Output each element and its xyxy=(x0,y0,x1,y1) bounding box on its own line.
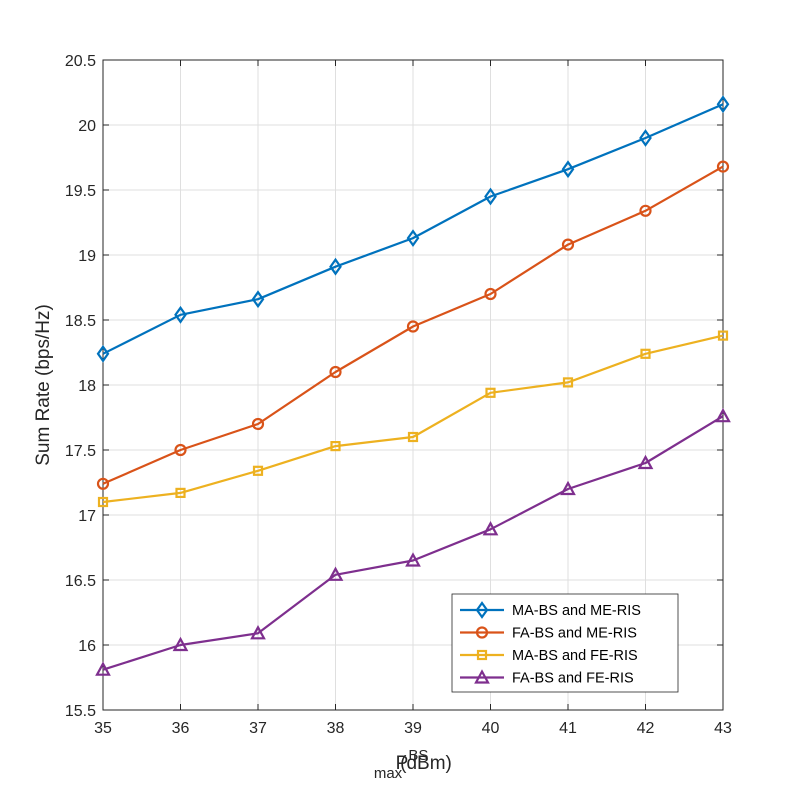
data-point-circle xyxy=(174,443,187,457)
x-axis-label-main: P xyxy=(396,753,409,774)
x-axis-label: PBS max(dBm) xyxy=(374,747,452,782)
data-point-diamond xyxy=(251,290,265,309)
data-point-circle xyxy=(484,287,497,301)
legend-label: FA-BS and FE-RIS xyxy=(512,671,634,687)
series-ma-bs-and-fe-ris xyxy=(97,330,729,508)
y-axis-label: Sum Rate (bps/Hz) xyxy=(33,304,54,466)
x-tick-label: 40 xyxy=(482,720,500,737)
data-point-triangle xyxy=(172,636,189,652)
x-tick-label: 36 xyxy=(172,720,190,737)
x-tick-label: 35 xyxy=(94,720,112,737)
data-point-square xyxy=(640,348,651,359)
legend-entry: MA-BS and ME-RIS xyxy=(460,601,641,619)
legend-marker-triangle xyxy=(474,669,490,684)
data-point-circle xyxy=(406,320,420,333)
x-tick-label: 42 xyxy=(637,720,655,737)
y-tick-label: 18.5 xyxy=(65,313,96,330)
x-tick-label: 38 xyxy=(327,720,345,737)
legend: MA-BS and ME-RIS FA-BS and ME-RIS MA-BS an… xyxy=(451,593,679,693)
data-point-diamond xyxy=(484,187,497,206)
data-point-circle xyxy=(96,477,110,490)
legend-entry: MA-BS and FE-RIS xyxy=(460,648,638,664)
data-point-square xyxy=(407,431,419,443)
data-point-triangle xyxy=(715,407,731,423)
x-tick-label: 37 xyxy=(249,720,267,737)
series-fa-bs-and-fe-ris xyxy=(95,407,731,676)
series-line xyxy=(102,165,724,485)
x-axis-label-subscript: max xyxy=(374,765,403,782)
y-tick-label: 16 xyxy=(78,638,96,655)
data-point-triangle xyxy=(405,552,421,567)
x-axis-label-unit: (dBm) xyxy=(400,753,452,774)
data-point-diamond xyxy=(716,95,730,114)
data-point-triangle xyxy=(560,480,576,496)
data-point-triangle xyxy=(95,661,111,676)
legend-marker-square xyxy=(476,649,488,661)
y-tick-label: 19.5 xyxy=(65,183,96,200)
x-tick-label: 39 xyxy=(404,720,422,737)
data-point-circle xyxy=(251,417,265,431)
data-point-square xyxy=(485,387,496,398)
y-tick-label: 16.5 xyxy=(65,573,96,590)
data-point-circle xyxy=(716,160,730,173)
legend-label: MA-BS and ME-RIS xyxy=(512,603,641,619)
series-line xyxy=(102,415,724,671)
data-point-square xyxy=(252,465,264,476)
x-tick-labels: 35 36 37 38 39 40 41 42 43 xyxy=(94,720,732,737)
data-point-circle xyxy=(561,238,575,251)
data-point-square xyxy=(175,487,186,498)
data-point-diamond xyxy=(561,160,575,179)
series-ma-bs-and-me-ris xyxy=(96,95,730,363)
data-point-diamond xyxy=(329,257,342,276)
data-point-circle xyxy=(329,365,342,379)
y-tick-label: 17.5 xyxy=(65,443,96,460)
y-tick-label: 15.5 xyxy=(65,703,96,720)
data-point-square xyxy=(717,330,729,341)
y-tick-label: 20.5 xyxy=(65,53,96,70)
series-fa-bs-and-me-ris xyxy=(96,160,730,490)
y-tick-label: 20 xyxy=(78,118,96,135)
data-point-diamond xyxy=(174,305,187,324)
y-tick-label: 17 xyxy=(78,508,96,525)
x-axis-label-superscript: BS xyxy=(408,747,428,764)
y-tick-label: 19 xyxy=(78,248,96,265)
y-tick-labels: 15.5 16 16.5 17 17.5 18 18.5 19 19.5 20 20.5 xyxy=(65,53,96,720)
data-point-square xyxy=(562,377,574,388)
legend-entry: FA-BS and ME-RIS xyxy=(460,626,637,642)
legend-entry: FA-BS and FE-RIS xyxy=(460,669,634,687)
data-point-square xyxy=(330,441,341,452)
series-line xyxy=(102,103,724,355)
data-point-square xyxy=(97,496,109,508)
data-point-triangle xyxy=(482,521,499,536)
legend-label: MA-BS and FE-RIS xyxy=(512,648,638,664)
legend-marker-diamond xyxy=(475,601,489,619)
data-point-diamond xyxy=(406,229,420,247)
data-point-circle xyxy=(639,204,652,217)
x-tick-label: 41 xyxy=(559,720,577,737)
series-group xyxy=(95,95,731,676)
data-point-diamond xyxy=(96,344,110,363)
axis-ticks xyxy=(102,59,724,711)
data-point-triangle xyxy=(250,625,266,640)
legend-marker-circle xyxy=(475,626,489,639)
series-line xyxy=(102,334,724,504)
data-point-triangle xyxy=(637,454,654,470)
y-tick-label: 18 xyxy=(78,378,96,395)
x-tick-label: 43 xyxy=(714,720,732,737)
legend-label: FA-BS and ME-RIS xyxy=(512,626,637,642)
data-point-diamond xyxy=(639,129,652,147)
data-point-triangle xyxy=(327,566,344,581)
